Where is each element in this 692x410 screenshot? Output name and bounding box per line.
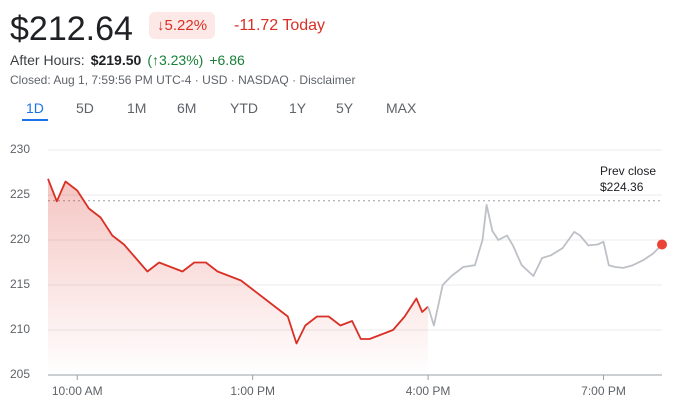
range-tab[interactable]: 1D bbox=[26, 100, 44, 116]
y-tick-label: 215 bbox=[10, 277, 30, 291]
after-hours: After Hours: $219.50 (↑3.23%) +6.86 bbox=[10, 52, 245, 68]
range-tab[interactable]: 5D bbox=[76, 100, 94, 116]
y-tick-label: 210 bbox=[10, 322, 30, 336]
last-point bbox=[657, 239, 667, 250]
y-tick-label: 225 bbox=[10, 187, 30, 201]
y-tick-label: 205 bbox=[10, 367, 30, 381]
after-hours-pct: (↑3.23%) bbox=[147, 52, 204, 68]
range-tab[interactable]: 6M bbox=[177, 100, 197, 116]
after-hours-label: After Hours: bbox=[10, 52, 85, 68]
y-tick-label: 220 bbox=[10, 232, 30, 246]
change-today: -11.72 Today bbox=[234, 17, 326, 34]
tab-underline bbox=[22, 119, 48, 121]
x-tick-label: 7:00 PM bbox=[581, 384, 626, 398]
range-tab[interactable]: YTD bbox=[230, 100, 258, 116]
change-badge: ↓5.22% bbox=[149, 12, 216, 39]
x-tick-label: 4:00 PM bbox=[406, 384, 451, 398]
y-tick-label: 230 bbox=[10, 142, 30, 156]
after-hours-change: +6.86 bbox=[209, 52, 245, 68]
status: Closed: Aug 1, 7:59:56 PM UTC-4 · USD · … bbox=[10, 73, 356, 87]
prev-close-value: $224.36 bbox=[600, 180, 644, 194]
range-tab[interactable]: 5Y bbox=[336, 100, 354, 116]
area bbox=[48, 178, 429, 375]
range-tab[interactable]: MAX bbox=[386, 100, 417, 116]
range-tab[interactable]: 1M bbox=[127, 100, 147, 116]
price: $212.64 bbox=[10, 10, 133, 48]
x-tick-label: 10:00 AM bbox=[52, 384, 103, 398]
after-hours-price: $219.50 bbox=[90, 52, 142, 68]
price-line bbox=[47, 178, 429, 345]
price-line bbox=[427, 204, 663, 327]
x-tick-label: 1:00 PM bbox=[230, 384, 275, 398]
range-tab[interactable]: 1Y bbox=[289, 100, 307, 116]
prev-close-name: Prev close bbox=[600, 164, 656, 178]
